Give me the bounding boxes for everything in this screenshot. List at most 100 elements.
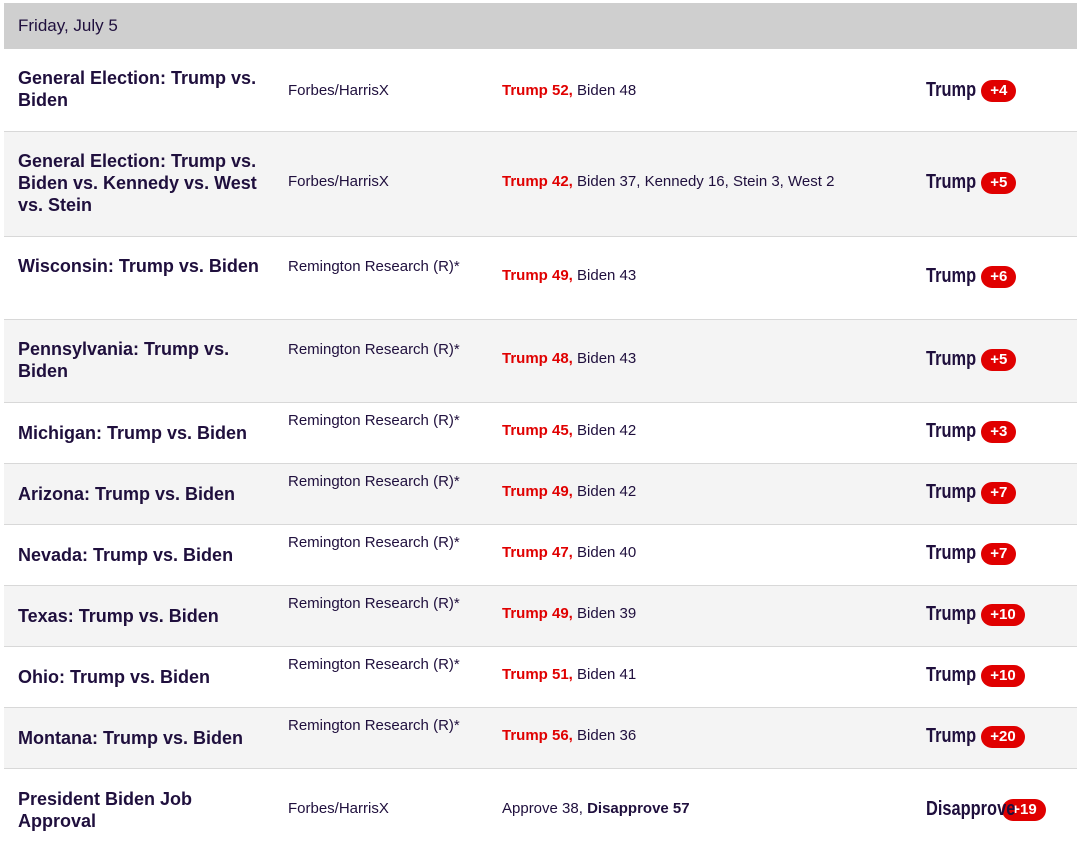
spread-badge: +5 <box>981 348 1017 371</box>
leader-value: Trump 49, <box>502 267 573 284</box>
race-link[interactable]: Wisconsin: Trump vs. Biden <box>18 256 259 276</box>
leader-value: Trump 49, <box>502 483 573 500</box>
race-link[interactable]: Michigan: Trump vs. Biden <box>18 423 248 443</box>
spread: Trump +6 <box>926 265 1017 288</box>
spread: Trump +5 <box>926 171 1017 194</box>
race-link[interactable]: President Biden Job Approval <box>18 789 193 831</box>
poll-result: Approve 38, Disapprove 57 <box>502 799 902 819</box>
poll-table: Friday, July 5 General Election: Trump v… <box>4 3 1077 845</box>
pollster-link[interactable]: Remington Research (R)* <box>288 595 460 612</box>
spread-leader: Trump <box>926 79 977 101</box>
poll-row: Nevada: Trump vs. Biden Remington Resear… <box>4 525 1077 586</box>
leader-value: Trump 47, <box>502 544 573 561</box>
other-values: Approve 38, <box>502 800 588 817</box>
other-values: Biden 42 <box>572 422 637 439</box>
spread-leader: Trump <box>926 725 977 747</box>
poll-result: Trump 49, Biden 43 <box>502 266 902 286</box>
spread-badge: +10 <box>981 664 1025 687</box>
date-header: Friday, July 5 <box>4 3 1077 49</box>
race-link[interactable]: General Election: Trump vs. Biden <box>18 68 257 110</box>
leader-value: Trump 52, <box>502 82 573 99</box>
poll-result: Trump 48, Biden 43 <box>502 349 902 369</box>
other-values: Biden 36 <box>572 727 637 744</box>
spread-leader: Trump <box>926 348 977 370</box>
poll-result: Trump 52, Biden 48 <box>502 81 902 101</box>
spread-badge: +5 <box>981 171 1017 194</box>
spread-badge: +7 <box>981 542 1017 565</box>
race-link[interactable]: General Election: Trump vs. Biden vs. Ke… <box>18 151 257 215</box>
other-values: Biden 39 <box>572 605 637 622</box>
poll-row: Wisconsin: Trump vs. Biden Remington Res… <box>4 237 1077 320</box>
pollster-link[interactable]: Remington Research (R)* <box>288 534 460 551</box>
leader-value: Trump 51, <box>502 666 573 683</box>
poll-result: Trump 51, Biden 41 <box>502 665 902 685</box>
other-values: Biden 42 <box>572 483 637 500</box>
poll-row: Montana: Trump vs. Biden Remington Resea… <box>4 708 1077 769</box>
poll-result: Trump 49, Biden 42 <box>502 482 902 502</box>
leader-value: Trump 42, <box>502 173 573 190</box>
spread-badge: +10 <box>981 603 1025 626</box>
spread-leader: Trump <box>926 603 977 625</box>
race-link[interactable]: Pennsylvania: Trump vs. Biden <box>18 339 230 381</box>
leader-value: Trump 45, <box>502 422 573 439</box>
pollster-link[interactable]: Remington Research (R)* <box>288 656 460 673</box>
spread-badge: +4 <box>981 79 1017 102</box>
other-values: Biden 40 <box>572 544 637 561</box>
spread-leader: Trump <box>926 420 977 442</box>
poll-row: Arizona: Trump vs. Biden Remington Resea… <box>4 464 1077 525</box>
spread-leader: Trump <box>926 265 977 287</box>
leader-value: Disapprove 57 <box>587 800 690 817</box>
spread-badge: +20 <box>981 725 1025 748</box>
spread-leader: Trump <box>926 664 977 686</box>
poll-result: Trump 49, Biden 39 <box>502 604 902 624</box>
spread-leader: Trump <box>926 171 977 193</box>
pollster-link[interactable]: Forbes/HarrisX <box>288 82 389 99</box>
race-link[interactable]: Nevada: Trump vs. Biden <box>18 545 234 565</box>
poll-row: Pennsylvania: Trump vs. Biden Remington … <box>4 320 1077 403</box>
spread-badge: +7 <box>981 481 1017 504</box>
pollster-link[interactable]: Forbes/HarrisX <box>288 173 389 190</box>
poll-result: Trump 56, Biden 36 <box>502 726 902 746</box>
spread: Trump +5 <box>926 348 1017 371</box>
pollster-link[interactable]: Remington Research (R)* <box>288 258 460 275</box>
poll-row: President Biden Job Approval Forbes/Harr… <box>4 769 1077 845</box>
spread-leader: Trump <box>926 481 977 503</box>
spread: Trump +7 <box>926 481 1017 504</box>
pollster-link[interactable]: Remington Research (R)* <box>288 473 460 490</box>
spread: Disapprove +19 <box>926 798 1046 821</box>
other-values: Biden 43 <box>572 267 637 284</box>
poll-row: Ohio: Trump vs. Biden Remington Research… <box>4 647 1077 708</box>
poll-row: Texas: Trump vs. Biden Remington Researc… <box>4 586 1077 647</box>
poll-row: General Election: Trump vs. Biden Forbes… <box>4 49 1077 132</box>
spread-leader: Disapprove <box>926 798 1016 820</box>
poll-result: Trump 47, Biden 40 <box>502 543 902 563</box>
race-link[interactable]: Montana: Trump vs. Biden <box>18 728 244 748</box>
poll-result: Trump 42, Biden 37, Kennedy 16, Stein 3,… <box>502 172 902 192</box>
poll-result: Trump 45, Biden 42 <box>502 421 902 441</box>
pollster-link[interactable]: Forbes/HarrisX <box>288 800 389 817</box>
spread-badge: +6 <box>981 265 1017 288</box>
leader-value: Trump 49, <box>502 605 573 622</box>
spread: Trump +3 <box>926 420 1017 443</box>
spread-leader: Trump <box>926 542 977 564</box>
other-values: Biden 37, Kennedy 16, Stein 3, West 2 <box>572 173 835 190</box>
pollster-link[interactable]: Remington Research (R)* <box>288 717 460 734</box>
race-link[interactable]: Arizona: Trump vs. Biden <box>18 484 236 504</box>
other-values: Biden 43 <box>572 350 637 367</box>
poll-row: Michigan: Trump vs. Biden Remington Rese… <box>4 403 1077 464</box>
spread: Trump +20 <box>926 725 1025 748</box>
leader-value: Trump 48, <box>502 350 573 367</box>
leader-value: Trump 56, <box>502 727 573 744</box>
pollster-link[interactable]: Remington Research (R)* <box>288 412 460 429</box>
spread-badge: +3 <box>981 420 1017 443</box>
other-values: Biden 48 <box>572 82 637 99</box>
race-link[interactable]: Texas: Trump vs. Biden <box>18 606 219 626</box>
spread: Trump +10 <box>926 603 1025 626</box>
race-link[interactable]: Ohio: Trump vs. Biden <box>18 667 211 687</box>
spread: Trump +10 <box>926 664 1025 687</box>
other-values: Biden 41 <box>572 666 637 683</box>
spread-badge: +19 <box>1002 798 1046 821</box>
pollster-link[interactable]: Remington Research (R)* <box>288 341 460 358</box>
spread: Trump +7 <box>926 542 1017 565</box>
poll-row: General Election: Trump vs. Biden vs. Ke… <box>4 132 1077 237</box>
